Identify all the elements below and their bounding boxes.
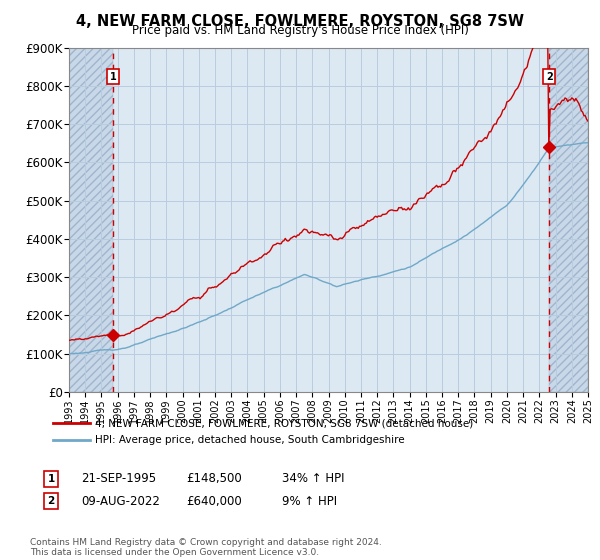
- Text: 9% ↑ HPI: 9% ↑ HPI: [282, 494, 337, 508]
- Text: £148,500: £148,500: [186, 472, 242, 486]
- Text: 2: 2: [546, 72, 553, 82]
- Text: 21-SEP-1995: 21-SEP-1995: [81, 472, 156, 486]
- Text: 2: 2: [47, 496, 55, 506]
- Text: 1: 1: [47, 474, 55, 484]
- Text: 1: 1: [110, 72, 116, 82]
- Text: £640,000: £640,000: [186, 494, 242, 508]
- Text: Contains HM Land Registry data © Crown copyright and database right 2024.
This d: Contains HM Land Registry data © Crown c…: [30, 538, 382, 557]
- Text: 09-AUG-2022: 09-AUG-2022: [81, 494, 160, 508]
- Text: Price paid vs. HM Land Registry's House Price Index (HPI): Price paid vs. HM Land Registry's House …: [131, 24, 469, 36]
- Text: 34% ↑ HPI: 34% ↑ HPI: [282, 472, 344, 486]
- Text: 4, NEW FARM CLOSE, FOWLMERE, ROYSTON, SG8 7SW: 4, NEW FARM CLOSE, FOWLMERE, ROYSTON, SG…: [76, 14, 524, 29]
- Text: HPI: Average price, detached house, South Cambridgeshire: HPI: Average price, detached house, Sout…: [95, 435, 405, 445]
- Text: 4, NEW FARM CLOSE, FOWLMERE, ROYSTON, SG8 7SW (detached house): 4, NEW FARM CLOSE, FOWLMERE, ROYSTON, SG…: [95, 418, 473, 428]
